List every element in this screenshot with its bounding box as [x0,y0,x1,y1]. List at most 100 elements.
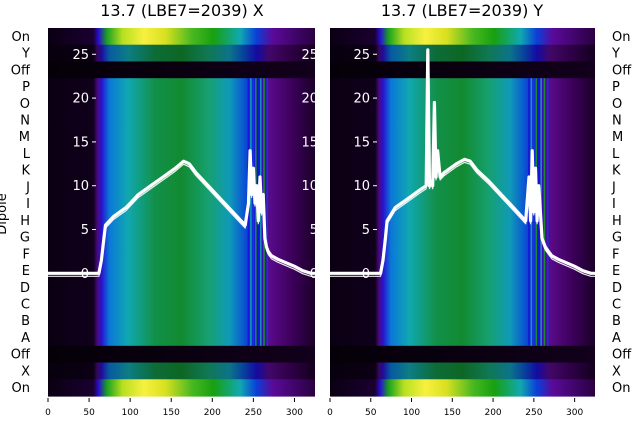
row-label: O [20,97,30,112]
overlay-tick-label-right-edge: 25 [301,48,318,63]
row-label: X [612,364,621,379]
right-x-axis: 0 50 100 150 200 250 300 [327,398,583,418]
row-label: H [20,214,30,229]
heatmap-row-0 [48,28,315,46]
overlay-tick-label: 15 [353,135,370,150]
right-overlay-line-secondary [330,52,595,277]
row-label: A [21,331,30,346]
x-tick-label: 50 [83,408,95,418]
heatmap-streak [546,78,549,346]
row-label: On [12,30,30,45]
left-x-axis: 0 50 100 150 200 250 300 [45,398,303,418]
x-tick-label: 200 [204,408,221,418]
x-tick-label: 200 [484,408,501,418]
x-tick-label: 100 [122,408,139,418]
heatmap-row-8 [330,161,595,180]
row-label: M [612,130,623,145]
x-tick-label: 150 [444,408,461,418]
row-label: I [26,197,30,212]
overlay-tick-label: 5 [81,223,89,238]
row-label: E [612,264,620,279]
heatmap-row-19 [48,345,315,364]
row-label: J [611,180,616,195]
heatmap-row-1 [330,44,595,63]
heatmap-row-1 [48,44,315,63]
row-label: X [21,364,30,379]
heatmap-row-18 [48,329,315,347]
row-label: Off [612,348,632,363]
heatmap-row-shade-20 [48,362,315,380]
row-label: N [20,114,30,129]
row-label: H [612,214,622,229]
heatmap-row-21 [330,379,595,397]
overlay-tick-label-right-edge: 20 [301,92,318,107]
overlay-tick-label: 5 [362,223,370,238]
row-label: Off [11,63,31,78]
x-tick-label: 50 [365,408,377,418]
row-label: P [612,80,620,95]
heatmap-row-2 [48,61,315,79]
row-label: Off [11,348,31,363]
row-label: On [612,30,630,45]
row-label: Y [21,47,30,62]
heatmap-row-5 [48,111,315,129]
heatmap-row-16 [330,295,595,313]
x-tick-label: 150 [163,408,180,418]
row-label: J [25,180,30,195]
row-label: B [612,314,621,329]
heatmap-streak [543,78,546,346]
x-tick-label: 0 [327,408,333,418]
overlay-tick-label: 20 [353,92,370,107]
row-label: M [19,130,30,145]
x-tick-label: 300 [566,408,583,418]
overlay-tick-label: 10 [72,179,89,194]
row-label: D [612,281,622,296]
heatmap-row-0 [330,28,595,46]
overlay-tick-label: 25 [353,48,370,63]
heatmap-row-5 [330,111,595,129]
right-chart-title: 13.7 (LBE7=2039) Y [381,1,544,20]
row-label: On [612,381,630,396]
overlay-tick-label: 10 [353,179,370,194]
left-overlay-line-secondary [48,153,315,277]
row-label: G [20,231,30,246]
x-tick-label: 250 [245,408,262,418]
overlay-tick-label-right-edge: 5 [310,223,318,238]
row-label: K [612,164,621,179]
row-label: C [612,298,621,313]
left-chart-title: 13.7 (LBE7=2039) X [100,1,264,20]
heatmap-row-20 [48,362,315,380]
right-overlay-line [330,48,595,275]
row-label: K [21,164,30,179]
row-label: L [612,147,620,162]
row-label: G [612,231,622,246]
heatmap-row-10 [48,195,315,213]
row-label: Y [611,47,620,62]
x-tick-label: 250 [525,408,542,418]
overlay-tick-label: 20 [72,92,89,107]
x-tick-label: 0 [45,408,51,418]
row-label: On [12,381,30,396]
row-label: O [612,97,622,112]
left-y-axis-label: Dipole [0,193,10,234]
heatmap-row-17 [48,312,315,330]
row-label: P [22,80,30,95]
heatmap-row-18 [330,329,595,347]
heatmap-row-shade-1 [330,44,595,63]
heatmap-row-shade-20 [330,362,595,380]
row-label: Off [612,63,632,78]
x-tick-label: 300 [286,408,303,418]
heatmap-row-shade-1 [48,44,315,63]
row-label: B [21,314,30,329]
row-label: L [23,147,31,162]
heatmap-row-2 [330,61,595,79]
heatmap-row-21 [48,379,315,397]
row-label: I [612,197,616,212]
heatmap-streak [250,78,252,346]
row-label: F [612,247,619,262]
